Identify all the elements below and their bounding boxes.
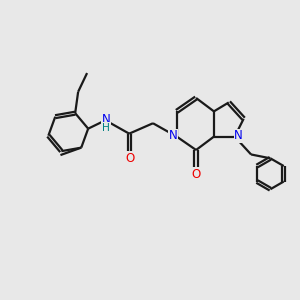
Text: N: N [169,129,177,142]
Text: O: O [191,168,201,181]
Text: N: N [102,113,111,126]
Text: H: H [102,123,110,133]
Text: N: N [234,129,243,142]
Text: O: O [125,152,134,164]
